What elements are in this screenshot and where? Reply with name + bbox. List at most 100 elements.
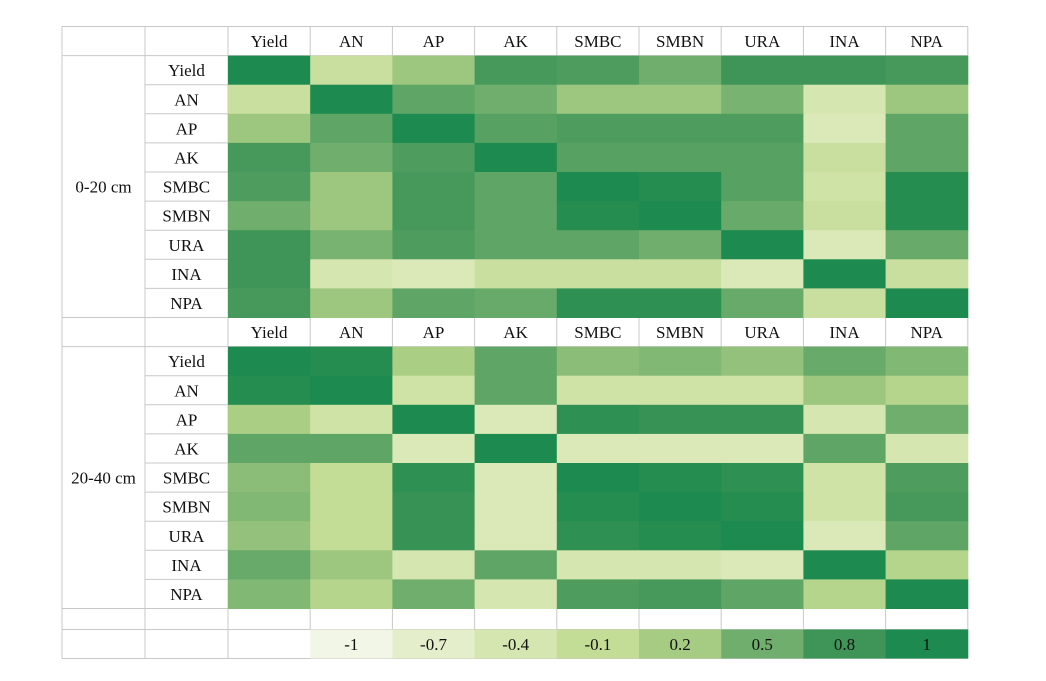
heatmap-cell <box>474 346 558 377</box>
heatmap-cell <box>310 172 393 202</box>
heatmap-cell <box>392 346 476 377</box>
heatmap-cell <box>803 230 887 260</box>
legend-label: 1 <box>922 635 931 654</box>
heatmap-cell <box>228 550 311 580</box>
heatmap-cell <box>803 288 887 318</box>
heatmap-cell <box>885 346 969 377</box>
heatmap-cell <box>310 375 393 406</box>
row-label-npa: NPA <box>170 294 203 313</box>
heatmap-cell <box>721 230 804 260</box>
heatmap-cell <box>474 142 558 173</box>
heatmap-cell <box>556 550 640 580</box>
heatmap-cell <box>556 579 640 609</box>
legend-swatch <box>639 629 722 659</box>
heatmap-cell <box>721 404 804 435</box>
heatmap-cell <box>310 492 393 522</box>
column-header-yield: Yield <box>251 32 288 51</box>
heatmap-cell <box>392 201 476 231</box>
heatmap-cell <box>885 375 969 406</box>
column-header-ura: URA <box>744 32 781 51</box>
row-label-npa: NPA <box>170 585 203 604</box>
heatmap-cell <box>885 230 969 260</box>
heatmap-cell <box>392 230 476 260</box>
legend-swatch <box>721 629 804 659</box>
row-label-ap: AP <box>176 410 198 429</box>
color-legend: -1 -0.7 -0.4 -0.1 0.2 0.5 0.8 1 <box>310 629 969 659</box>
row-label-ap: AP <box>176 119 198 138</box>
legend-swatch <box>392 629 476 659</box>
row-label-an: AN <box>174 90 199 109</box>
heatmap-cell <box>885 463 969 493</box>
heatmap-cell <box>885 288 969 318</box>
heatmap-cell <box>556 346 640 377</box>
legend-swatch <box>474 629 558 659</box>
heatmap-cell <box>474 259 558 289</box>
heatmap-cell <box>228 230 311 260</box>
heatmap-cell <box>228 579 311 609</box>
row-label-ina: INA <box>171 265 202 284</box>
legend-swatch <box>803 629 887 659</box>
row-label-smbc: SMBC <box>163 178 210 197</box>
heatmap-cell <box>885 113 969 144</box>
row-label-smbc: SMBC <box>163 469 210 488</box>
heatmap-cell <box>310 84 393 115</box>
heatmap-cell <box>639 259 722 289</box>
heatmap-cell <box>310 142 393 173</box>
heatmap-cell <box>885 201 969 231</box>
heatmap-cell <box>885 259 969 289</box>
legend-swatch <box>885 629 969 659</box>
heatmap-cell <box>310 113 393 144</box>
row-label-ak: AK <box>174 148 199 167</box>
heatmap-cell <box>639 404 722 435</box>
heatmap-cell <box>310 288 393 318</box>
heatmap-cell <box>556 433 640 464</box>
heatmap-cell <box>556 201 640 231</box>
column-header-ura: URA <box>744 323 781 342</box>
heatmap-cell <box>639 550 722 580</box>
heatmap-cell <box>228 521 311 551</box>
heatmap-cell <box>556 375 640 406</box>
heatmap-cell <box>556 142 640 173</box>
heatmap-cell <box>639 142 722 173</box>
row-label-smbn: SMBN <box>162 207 210 226</box>
column-header-ina: INA <box>829 32 860 51</box>
heatmap-cell <box>392 404 476 435</box>
heatmap-cell <box>556 259 640 289</box>
heatmap-cell <box>803 201 887 231</box>
heatmap-cell <box>556 288 640 318</box>
heatmap-cell <box>474 55 558 86</box>
row-label-ura: URA <box>169 527 206 546</box>
heatmap-cell <box>556 113 640 144</box>
heatmap-cell <box>228 55 311 86</box>
heatmap-cell <box>474 550 558 580</box>
heatmap-cell <box>639 346 722 377</box>
heatmap-cell <box>639 375 722 406</box>
heatmap-cell <box>803 579 887 609</box>
heatmap-cell <box>310 579 393 609</box>
heatmap-cell <box>885 84 969 115</box>
heatmap-cell <box>556 84 640 115</box>
heatmap-cell <box>639 433 722 464</box>
row-label-yield: Yield <box>168 352 205 371</box>
heatmap-cell <box>228 346 311 377</box>
heatmap-cell <box>310 404 393 435</box>
heatmap-labels: Yield AN AP AK SMBC SMBN URA INA NPA 0-20 cm Yield… <box>71 32 943 604</box>
heatmap-cell <box>885 404 969 435</box>
heatmap-cell <box>474 492 558 522</box>
heatmap-cell <box>474 113 558 144</box>
heatmap-cell <box>392 259 476 289</box>
heatmap-cell <box>721 259 804 289</box>
heatmap-cell <box>228 375 311 406</box>
heatmap-cell <box>721 288 804 318</box>
heatmap-cell <box>392 521 476 551</box>
heatmap-cell <box>803 375 887 406</box>
heatmap-cell <box>639 463 722 493</box>
heatmap-cell <box>392 463 476 493</box>
heatmap-cell <box>803 463 887 493</box>
heatmap-cell <box>721 113 804 144</box>
heatmap-cell <box>392 142 476 173</box>
column-header-yield: Yield <box>251 323 288 342</box>
heatmap-cell <box>721 463 804 493</box>
heatmap-cell <box>310 346 393 377</box>
